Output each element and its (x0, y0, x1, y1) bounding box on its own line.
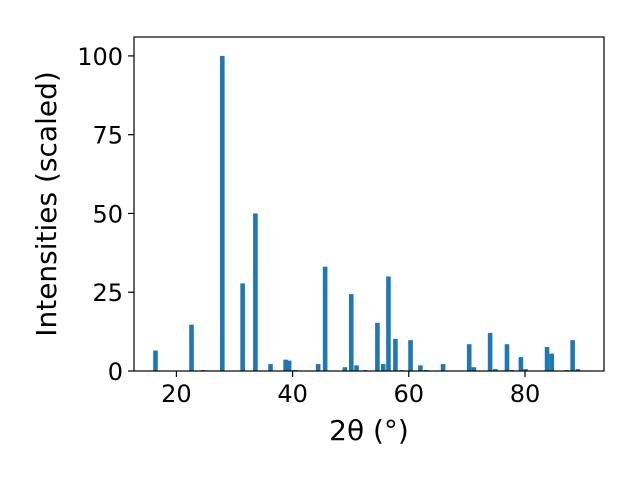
y-tick-label: 50 (92, 200, 123, 228)
bar-24 (440, 364, 446, 371)
x-tick-label: 80 (510, 380, 541, 408)
bars-group (153, 55, 581, 371)
bar-16 (375, 322, 380, 371)
bar-36 (570, 340, 575, 371)
x-axis-label: 2θ (°) (329, 414, 409, 447)
bar-6 (268, 364, 273, 371)
bar-29 (504, 344, 510, 371)
bar-3 (220, 55, 225, 371)
bar-33 (544, 347, 550, 371)
bar-12 (342, 367, 348, 371)
bar-1 (189, 324, 194, 371)
bar-22 (418, 365, 423, 371)
bar-31 (518, 357, 524, 371)
plot-frame (133, 36, 605, 372)
y-tick-label: 25 (92, 279, 123, 307)
y-tick-label: 0 (108, 358, 123, 386)
y-ticks-group: 0 25 50 75 100 (77, 43, 134, 386)
bar-8 (286, 360, 292, 371)
bar-26 (471, 367, 477, 371)
bar-37 (575, 369, 581, 371)
bar-25 (466, 344, 472, 371)
x-tick-label: 20 (161, 380, 192, 408)
bar-11 (322, 266, 328, 371)
x-tick-label: 40 (277, 380, 308, 408)
bar-27 (487, 332, 493, 371)
bar-17 (380, 364, 386, 371)
bar-13 (348, 294, 354, 371)
bar-5 (253, 213, 258, 371)
bar-21 (408, 340, 413, 371)
y-axis-label: Intensities (scaled) (30, 71, 63, 337)
x-tick-label: 60 (394, 380, 425, 408)
bar-34 (549, 353, 555, 371)
x-ticks-group: 20 40 60 80 (161, 371, 540, 408)
y-tick-label: 100 (77, 43, 123, 71)
bar-19 (393, 338, 398, 371)
bar-14 (354, 365, 359, 371)
bar-28 (493, 369, 498, 371)
bar-10 (315, 364, 321, 371)
bar-0 (153, 350, 158, 371)
bar-32 (523, 369, 528, 371)
y-tick-label: 75 (92, 122, 123, 150)
bar-4 (240, 283, 245, 371)
bar-18 (386, 276, 391, 371)
bar-7 (283, 359, 288, 371)
